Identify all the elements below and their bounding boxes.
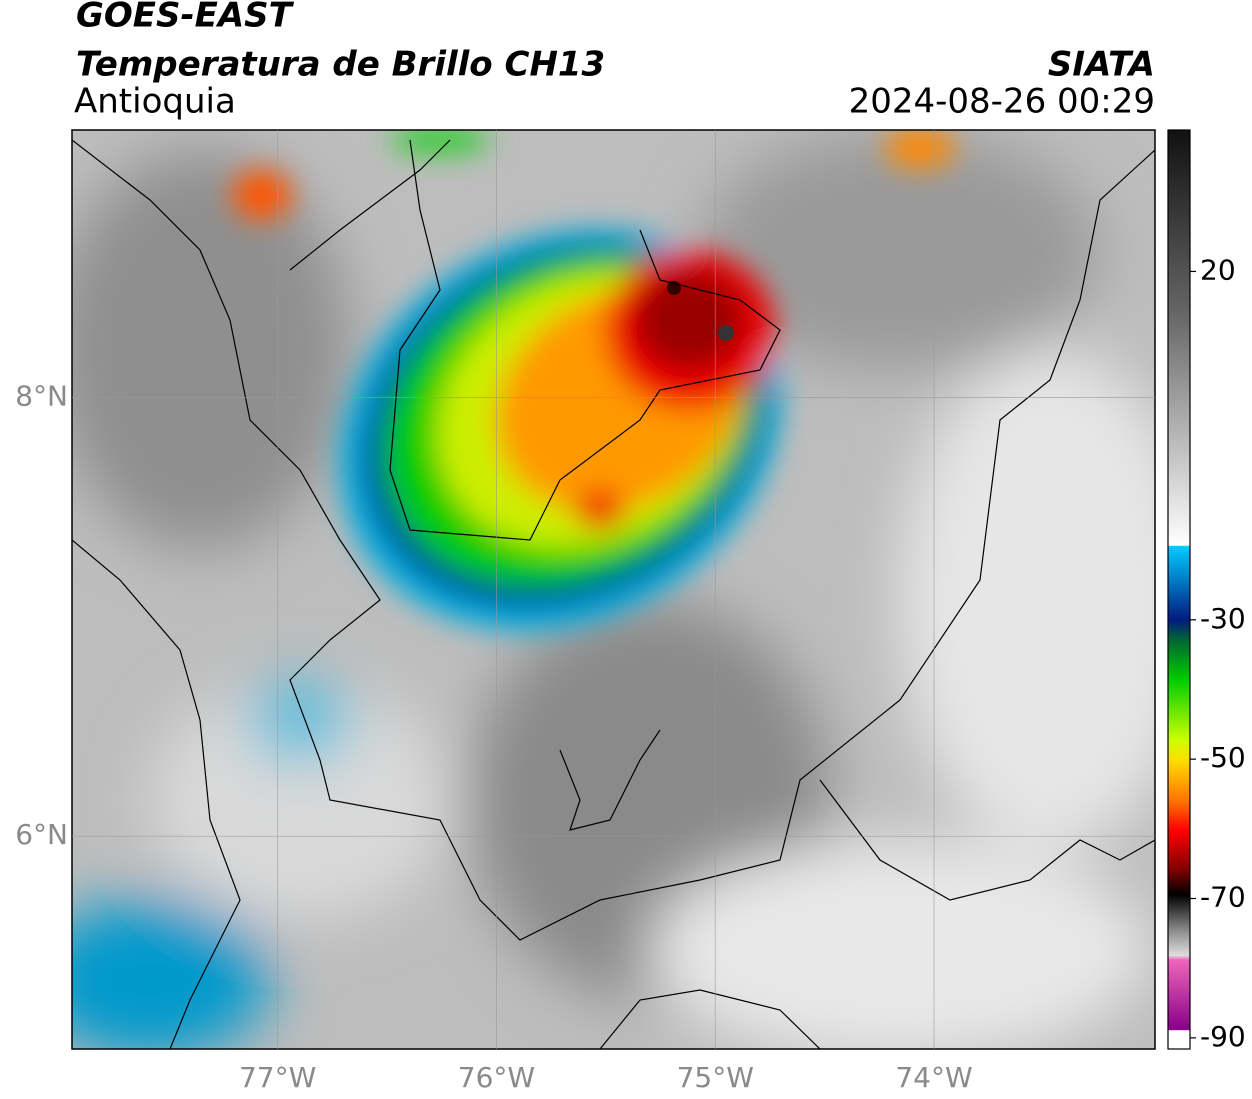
x-tick-label: 74°W: [895, 1061, 972, 1094]
y-tick-label: 8°N: [15, 380, 68, 413]
colorbar-tick-label: 20: [1200, 253, 1236, 286]
satellite-image: [72, 130, 1155, 1049]
map-frame: [71, 129, 1156, 1050]
title: GOES-EAST: [76, 0, 295, 36]
region: Antioquia: [74, 82, 236, 122]
x-tick-label: 76°W: [458, 1061, 535, 1094]
y-tick-label: 6°N: [15, 818, 68, 851]
datetime: 2024-08-26 00:29: [849, 82, 1155, 122]
source: SIATA: [1048, 45, 1155, 85]
subtitle: Temperatura de Brillo CH13: [76, 45, 605, 85]
x-tick-label: 77°W: [239, 1061, 316, 1094]
colorbar-tick-label: -30: [1200, 602, 1246, 635]
colorbar: [1167, 129, 1191, 1050]
colorbar-tick-label: -90: [1200, 1020, 1246, 1053]
x-tick-label: 75°W: [677, 1061, 754, 1094]
colorbar-tick-label: -70: [1200, 881, 1246, 914]
colorbar-tick-label: -50: [1200, 741, 1246, 774]
